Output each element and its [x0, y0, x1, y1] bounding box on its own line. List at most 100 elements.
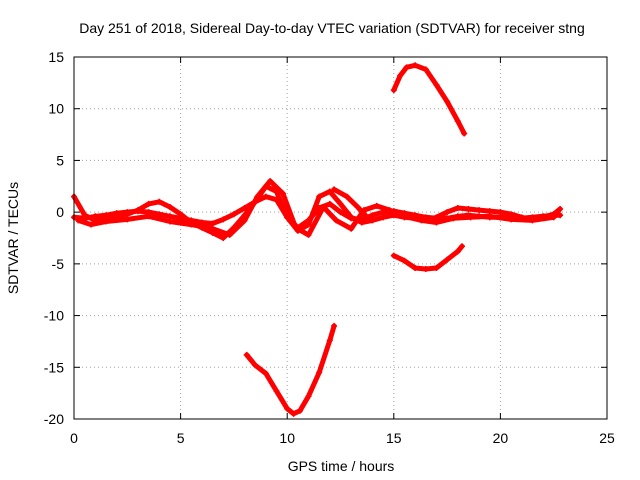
- data-point: [81, 212, 88, 219]
- data-point: [252, 362, 259, 369]
- data-point: [166, 218, 173, 225]
- y-tick-label: 0: [56, 204, 64, 220]
- series-dip-mid: [390, 243, 466, 273]
- data-point: [373, 202, 380, 209]
- data-point: [145, 200, 152, 207]
- data-point: [305, 231, 312, 238]
- series-line: [391, 243, 465, 272]
- data-point: [358, 219, 365, 226]
- data-point: [386, 207, 393, 214]
- data-point: [444, 98, 451, 105]
- data-point: [177, 211, 184, 218]
- data-point: [461, 130, 468, 137]
- data-point: [418, 217, 425, 224]
- data-point: [220, 235, 227, 241]
- data-point: [497, 209, 504, 216]
- data-point: [508, 211, 515, 218]
- data-point: [305, 221, 312, 228]
- data-point: [454, 205, 461, 212]
- data-point: [337, 200, 344, 207]
- data-point: [459, 243, 466, 250]
- data-point: [380, 214, 387, 221]
- data-point: [433, 264, 440, 271]
- data-point: [412, 62, 419, 69]
- data-point: [550, 214, 557, 221]
- x-tick-label: 15: [386, 430, 402, 446]
- data-point: [267, 178, 274, 185]
- data-point: [209, 225, 216, 232]
- y-axis-label: SDTVAR / TECUs: [5, 182, 21, 294]
- data-point: [326, 200, 333, 207]
- data-point: [433, 214, 440, 221]
- y-tick-label: -20: [44, 411, 64, 427]
- plot-frame: [73, 56, 608, 420]
- data-point: [486, 213, 493, 220]
- series-arc-lower: [243, 322, 338, 417]
- data-point: [316, 369, 323, 376]
- data-point: [348, 225, 355, 232]
- y-tick-label: 10: [48, 101, 64, 117]
- data-point: [166, 203, 173, 210]
- data-point: [422, 266, 429, 273]
- y-tick-label: -15: [44, 359, 64, 375]
- x-axis-label: GPS time / hours: [288, 458, 395, 474]
- data-point: [444, 256, 451, 263]
- data-point: [241, 217, 248, 224]
- x-tick-label: 10: [279, 430, 295, 446]
- data-point: [354, 203, 361, 210]
- data-point: [369, 212, 376, 219]
- data-point: [557, 206, 564, 213]
- data-point: [220, 216, 227, 223]
- data-point: [305, 393, 312, 400]
- data-point: [348, 214, 355, 221]
- data-point: [390, 87, 397, 94]
- data-point: [331, 322, 338, 329]
- data-point: [476, 207, 483, 214]
- data-point: [337, 209, 344, 216]
- data-point: [102, 218, 109, 225]
- data-point: [273, 388, 280, 395]
- series-layer: [71, 62, 564, 417]
- y-tick-label: 5: [56, 152, 64, 168]
- data-point: [365, 215, 372, 222]
- data-point: [166, 213, 173, 220]
- data-point: [156, 211, 163, 218]
- data-point: [243, 351, 250, 358]
- data-point: [529, 217, 536, 224]
- series-line: [331, 186, 371, 221]
- data-point: [331, 186, 338, 193]
- x-tick-label: 20: [493, 430, 509, 446]
- data-point: [134, 207, 141, 214]
- data-point: [316, 193, 323, 200]
- data-point: [254, 193, 261, 200]
- data-point: [433, 219, 440, 226]
- data-point: [401, 257, 408, 264]
- data-point: [403, 64, 410, 71]
- y-tick-label: -10: [44, 308, 64, 324]
- data-point: [444, 209, 451, 216]
- y-tick-label: -5: [52, 256, 65, 272]
- data-point: [326, 188, 333, 195]
- data-point: [124, 216, 131, 223]
- data-point: [557, 212, 564, 219]
- data-point: [209, 220, 216, 227]
- data-point: [343, 193, 350, 200]
- data-point: [397, 72, 404, 79]
- data-point: [124, 211, 131, 218]
- data-point: [262, 193, 269, 200]
- data-point: [241, 205, 248, 212]
- x-tick-label: 0: [70, 430, 78, 446]
- data-point: [433, 81, 440, 88]
- series-band-c: [75, 178, 557, 238]
- x-tick-label: 5: [177, 430, 185, 446]
- data-point: [390, 252, 397, 259]
- data-point: [320, 203, 327, 210]
- series-spur: [331, 186, 372, 222]
- data-point: [226, 231, 233, 238]
- y-tick-label: 15: [48, 49, 64, 65]
- data-point: [508, 216, 515, 223]
- data-point: [486, 208, 493, 215]
- data-point: [88, 221, 95, 228]
- data-point: [156, 198, 163, 205]
